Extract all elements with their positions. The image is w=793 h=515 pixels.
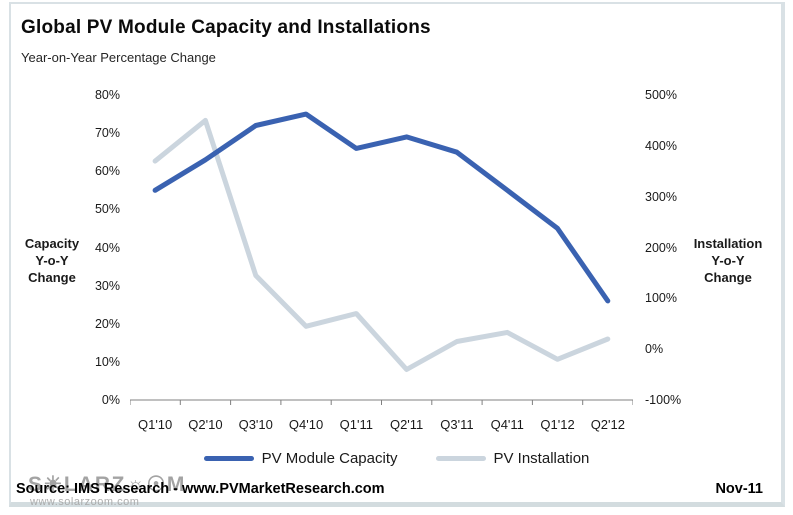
right-axis-tick-label: 100% xyxy=(645,291,677,306)
solarzoom-watermark-url: www.solarzoom.com xyxy=(30,496,140,508)
source-attribution: Source: IMS Research - www.PVMarketResea… xyxy=(16,481,385,497)
right-axis-title: Installation Y-o-Y Change xyxy=(693,236,763,285)
right-axis-tick-label: 300% xyxy=(645,189,677,204)
right-axis-tick-label: 500% xyxy=(645,88,677,102)
legend-label-installation: PV Installation xyxy=(493,450,590,467)
chart-legend: PV Module Capacity PV Installation xyxy=(0,450,793,467)
legend-label-capacity: PV Module Capacity xyxy=(261,450,398,467)
legend-item-pv-module-capacity: PV Module Capacity xyxy=(203,450,398,467)
chart-frame xyxy=(9,2,785,507)
x-axis-category-label: Q4'10 xyxy=(288,417,324,432)
left-axis-tick-label: 0% xyxy=(101,393,120,407)
x-axis-category-label: Q2'11 xyxy=(389,417,424,432)
right-axis-tick-label: -100% xyxy=(645,393,682,407)
left-axis-tick-label: 10% xyxy=(94,354,120,369)
legend-item-pv-installation: PV Installation xyxy=(435,450,590,467)
right-axis-tick-label: 0% xyxy=(645,342,664,357)
left-axis-tick-label: 30% xyxy=(94,278,120,293)
left-axis-tick-label: 70% xyxy=(94,126,120,141)
installation-line-swatch xyxy=(435,456,486,461)
left-axis-tick-label: 50% xyxy=(94,202,120,217)
x-axis-category-label: Q2'10 xyxy=(188,417,223,432)
x-axis-category-label: Q3'10 xyxy=(238,417,273,432)
report-date: Nov-11 xyxy=(715,481,763,497)
solarzoom-watermark: S☀LARZ☼☉M xyxy=(28,473,186,496)
x-axis-category-label: Q1'11 xyxy=(339,417,373,432)
x-axis-category-label: Q2'12 xyxy=(590,417,625,432)
capacity-line-swatch xyxy=(203,456,254,461)
right-axis-tick-label: 200% xyxy=(645,240,677,255)
chart-subtitle: Year-on-Year Percentage Change xyxy=(21,50,216,65)
chart-title: Global PV Module Capacity and Installati… xyxy=(21,17,431,38)
capacity-line xyxy=(152,111,611,304)
x-axis-category-label: Q4'11 xyxy=(490,417,524,432)
left-axis-tick-label: 20% xyxy=(94,316,120,331)
left-axis-tick-label: 80% xyxy=(94,88,120,102)
x-axis-line xyxy=(130,399,633,405)
left-axis-title: Capacity Y-o-Y Change xyxy=(24,236,80,285)
left-axis-tick-label: 60% xyxy=(94,164,120,179)
x-axis-category-label: Q3'11 xyxy=(440,417,474,432)
right-axis-tick-label: 400% xyxy=(645,138,677,153)
plot-area xyxy=(130,111,633,405)
x-axis-category-label: Q1'12 xyxy=(540,417,575,432)
installation-line xyxy=(152,117,611,372)
left-axis-tick-label: 40% xyxy=(94,240,120,255)
x-axis-category-label: Q1'10 xyxy=(137,417,173,432)
